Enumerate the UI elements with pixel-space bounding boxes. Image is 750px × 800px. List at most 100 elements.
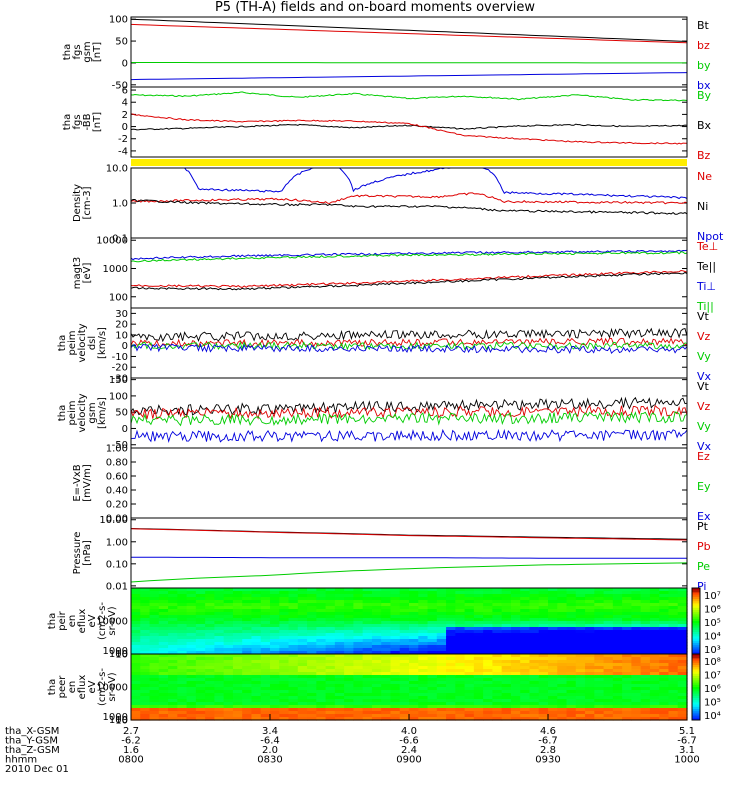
spectrogram-cell [464, 714, 475, 718]
spectrogram-cell [307, 597, 317, 601]
spectrogram-cell [501, 633, 512, 637]
spectrogram-cell [288, 639, 299, 643]
spectrogram-cell [464, 690, 475, 694]
spectrogram-cell [223, 633, 234, 637]
spectrogram-cell [381, 711, 392, 715]
spectrogram-cell [612, 657, 623, 661]
spectrogram-cell [381, 639, 392, 643]
spectrogram-cell [390, 690, 401, 694]
colorbar-cell [692, 632, 700, 635]
spectrogram-cell [520, 633, 531, 637]
spectrogram-cell [168, 693, 178, 697]
colorbar-cell [692, 618, 700, 622]
spectrogram-cell [501, 696, 512, 700]
spectrogram-cell [557, 633, 568, 637]
ytick-label: 0.60 [106, 472, 128, 483]
spectrogram-cell [548, 636, 558, 640]
series-line [130, 199, 688, 215]
spectrogram-cell [575, 699, 586, 703]
spectrogram-cell [455, 636, 466, 640]
spectrogram-cell [594, 636, 605, 640]
spectrogram-cell [140, 699, 151, 703]
xtick-label: 0930 [535, 755, 560, 766]
spectrogram-cell [158, 591, 169, 595]
spectrogram-cell [548, 672, 558, 676]
ylabel-line: tha [57, 405, 68, 421]
spectrogram-cell [353, 594, 364, 598]
spectrogram-cell [631, 708, 642, 712]
spectrogram-cell [325, 654, 336, 658]
spectrogram-cell [436, 663, 447, 667]
spectrogram-cell [529, 657, 540, 661]
spectrogram-cell [307, 684, 317, 688]
spectrogram-cell [316, 666, 327, 670]
spectrogram-cell [409, 693, 419, 697]
spectrogram-cell [242, 600, 253, 604]
spectrogram-cell [640, 588, 651, 592]
spectrogram-cell [325, 648, 336, 652]
spectrogram-cell [548, 648, 558, 652]
colorbar-cell [692, 590, 700, 593]
spectrogram-cell [334, 687, 345, 691]
spectrogram-cell [612, 594, 623, 598]
spectrogram-cell [232, 678, 243, 682]
spectrogram-cell [186, 648, 197, 652]
spectrogram-cell [344, 621, 354, 625]
spectrogram-cell [316, 672, 327, 676]
spectrogram-cell [436, 642, 447, 646]
spectrogram-cell [436, 669, 447, 673]
spectrogram-cell [158, 666, 169, 670]
spectrogram-cell [631, 591, 642, 595]
spectrogram-cell [168, 618, 178, 622]
spectrogram-cell [529, 714, 540, 718]
spectrogram-cell [455, 693, 466, 697]
spectrogram-cell [501, 603, 512, 607]
legend-label: By [697, 89, 712, 102]
spectrogram-cell [232, 669, 243, 673]
spectrogram-cell [186, 705, 197, 709]
spectrogram-cell [177, 627, 188, 631]
spectrogram-cell [158, 615, 169, 619]
spectrogram-cell [566, 651, 577, 655]
spectrogram-cell [566, 621, 577, 625]
spectrogram-cell [362, 678, 373, 682]
spectrogram-cell [622, 666, 632, 670]
spectrogram-cell [334, 609, 345, 613]
spectrogram-cell [418, 663, 429, 667]
ylabel-line: [nPa] [82, 540, 93, 566]
spectrogram-cell [659, 669, 670, 673]
spectrogram-cell [177, 612, 188, 616]
ylabel-line: gsm [87, 402, 98, 423]
spectrogram-cell [223, 684, 234, 688]
spectrogram-cell [205, 672, 215, 676]
spectrogram-cell [510, 705, 521, 709]
spectrogram-cell [418, 627, 429, 631]
spectrogram-cell [371, 675, 382, 679]
spectrogram-cell [344, 612, 354, 616]
spectrogram-cell [232, 651, 243, 655]
spectrogram-cell [242, 648, 253, 652]
spectrogram-cell [548, 651, 558, 655]
spectrogram-cell [205, 714, 215, 718]
spectrogram-cell [668, 618, 679, 622]
spectrogram-cell [186, 633, 197, 637]
spectrogram-cell [390, 633, 401, 637]
ytick-label: 10000 [96, 683, 128, 694]
spectrogram-cell [575, 657, 586, 661]
spectrogram-cell [214, 642, 225, 646]
spectrogram-cell [622, 633, 632, 637]
series-line [130, 192, 688, 205]
spectrogram-cell [659, 696, 670, 700]
ytick-label: 0.10 [106, 559, 128, 570]
spectrogram-cell [649, 714, 660, 718]
spectrogram-cell [622, 678, 632, 682]
spectrogram-cell [307, 654, 317, 658]
spectrogram-cell [353, 714, 364, 718]
spectrogram-cell [344, 678, 354, 682]
spectrogram-cell [399, 669, 410, 673]
spectrogram-cell [158, 618, 169, 622]
spectrogram-cell [232, 636, 243, 640]
spectrogram-cell [427, 591, 438, 595]
spectrogram-cell [399, 603, 410, 607]
